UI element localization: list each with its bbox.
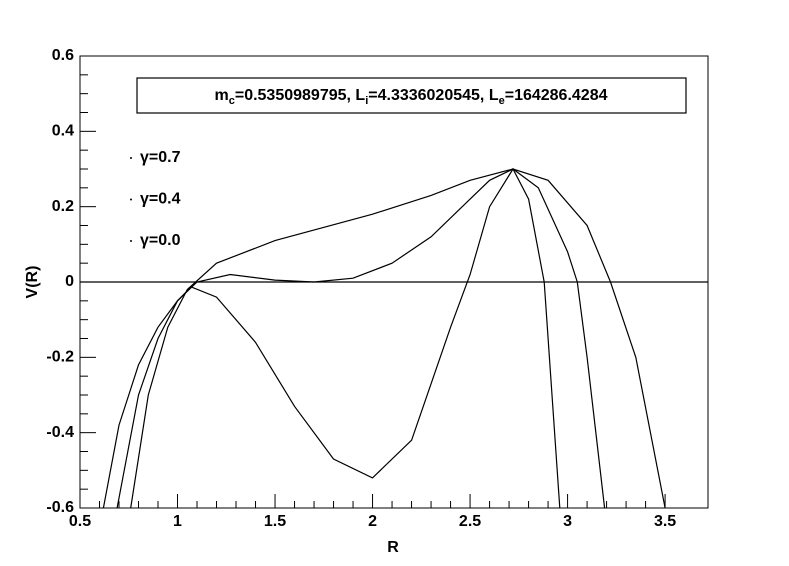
curve [102, 167, 561, 509]
y-tick-label: -0.6 [46, 499, 74, 516]
x-tick-label: 1.5 [264, 513, 286, 530]
y-tick-label: 0.6 [52, 47, 74, 64]
x-tick-label: 2 [368, 513, 377, 530]
y-tick-label: 0.4 [52, 123, 74, 140]
legend-label: γ=0.4 [140, 191, 181, 208]
y-axis-label: V(R) [24, 266, 41, 299]
annotation-subscript: e [499, 95, 505, 107]
x-tick-label: 2.5 [459, 513, 481, 530]
annotation-symbol: L [355, 87, 365, 104]
y-tick-label: -0.2 [46, 349, 74, 366]
annotation-subscript: c [229, 95, 235, 107]
x-tick-label: 3.5 [654, 513, 676, 530]
legend-label: γ=0.0 [140, 232, 181, 249]
legend-marker [130, 240, 132, 242]
annotation: mc=0.5350989795, Li=4.3336020545, Le=164… [214, 87, 607, 107]
x-tick-label: 3 [563, 513, 572, 530]
x-tick-label: 1 [173, 513, 182, 530]
annotation-value: =0.5350989795, [235, 87, 356, 104]
legend-marker [130, 198, 132, 201]
annotation-symbol: L [489, 87, 499, 104]
x-axis-label: R [387, 539, 399, 556]
legend-marker [130, 157, 132, 159]
legend-label: γ=0.7 [140, 149, 181, 166]
y-tick-label: 0 [65, 273, 74, 290]
annotation-value: =4.3336020545, [368, 87, 489, 104]
annotation-symbol: m [214, 87, 228, 104]
annotation-box [136, 77, 687, 114]
y-tick-label: -0.4 [46, 424, 74, 441]
x-tick-label: 0.5 [69, 513, 91, 530]
annotation-subscript: i [365, 95, 368, 107]
curve [130, 168, 666, 509]
annotation-value: =164286.4284 [505, 87, 608, 104]
y-tick-label: 0.2 [52, 198, 74, 215]
